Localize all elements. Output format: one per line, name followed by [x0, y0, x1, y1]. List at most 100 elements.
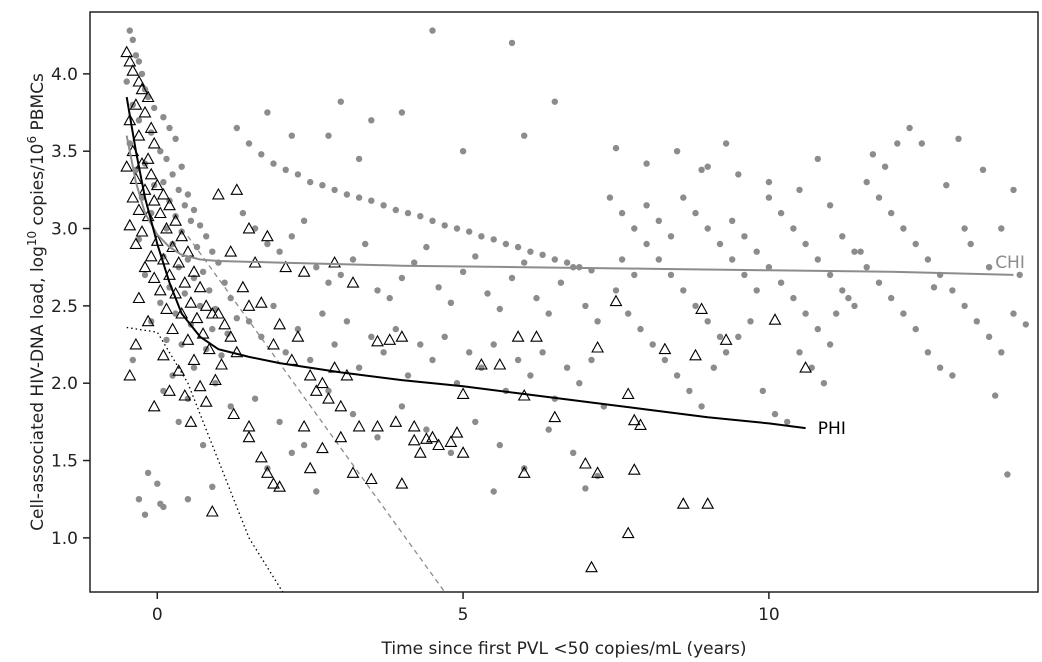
- chi-point: [233, 124, 240, 132]
- chi-point: [680, 194, 687, 201]
- phi-point: [621, 387, 635, 399]
- chi-point: [1022, 321, 1029, 328]
- chi-point: [716, 240, 724, 248]
- chi-point: [349, 256, 357, 263]
- chi-point: [429, 356, 436, 364]
- y-axis-title-sup-2: 6: [25, 136, 39, 144]
- phi-point: [224, 245, 238, 257]
- chi-point: [930, 284, 938, 291]
- phi-point: [141, 152, 155, 164]
- phi-point: [242, 221, 256, 234]
- chi-point: [459, 148, 467, 155]
- chi-point: [741, 271, 748, 279]
- chi-point: [206, 287, 213, 294]
- chi-point: [193, 243, 201, 251]
- chi-point: [175, 186, 182, 194]
- chi-point: [276, 418, 283, 426]
- phi-point: [150, 178, 164, 191]
- phi-point: [129, 98, 143, 110]
- chi-point: [631, 225, 638, 232]
- phi-point: [322, 392, 335, 404]
- phi-point: [129, 237, 143, 249]
- chi-point: [1016, 271, 1023, 279]
- x-tick-label: 10: [758, 605, 780, 625]
- chi-point: [282, 349, 289, 356]
- chi-point: [386, 294, 393, 302]
- chi-point: [753, 287, 760, 294]
- phi-point: [175, 306, 189, 319]
- chi-point: [245, 318, 253, 325]
- chi-point: [655, 256, 662, 263]
- chi-point: [398, 274, 406, 282]
- phi-point: [273, 317, 287, 330]
- chi-point: [545, 310, 552, 317]
- chi-point: [661, 356, 669, 364]
- phi-point: [242, 419, 256, 432]
- phi-point: [242, 299, 256, 311]
- phi-point: [153, 283, 167, 296]
- phi-point: [273, 480, 287, 492]
- phi-point: [309, 384, 323, 396]
- phi-point: [260, 229, 274, 242]
- chi-fit-curve: [125, 135, 1014, 276]
- chi-point: [680, 287, 687, 294]
- chi-point: [998, 349, 1005, 356]
- chi-point: [184, 256, 192, 263]
- chi-point: [251, 395, 259, 402]
- chi-point: [667, 271, 675, 279]
- chi-point: [612, 287, 620, 294]
- chi-point: [411, 259, 418, 266]
- chi-point: [1010, 186, 1017, 194]
- phi-fit-curve: [125, 96, 806, 430]
- chi-point: [126, 27, 133, 34]
- phi-point: [444, 435, 458, 447]
- chi-point: [270, 160, 277, 167]
- chi-point: [343, 191, 351, 198]
- phi-reference-line: [126, 326, 284, 593]
- chi-point: [521, 259, 528, 266]
- phi-point: [147, 271, 161, 283]
- chi-point: [132, 52, 140, 59]
- chi-point: [673, 148, 681, 155]
- phi-point: [160, 302, 173, 314]
- phi-point: [346, 276, 360, 288]
- chi-point: [178, 163, 185, 170]
- phi-point: [267, 477, 280, 489]
- chi-point: [490, 341, 497, 348]
- chi-point: [239, 209, 247, 217]
- chi-point: [924, 349, 932, 356]
- chi-point: [1004, 471, 1011, 478]
- chi-point: [802, 310, 809, 317]
- phi-point: [695, 302, 709, 314]
- chi-point: [814, 325, 821, 333]
- chi-point: [582, 485, 589, 492]
- chi-point: [985, 264, 993, 271]
- chi-point: [704, 225, 711, 232]
- chi-point: [166, 124, 173, 132]
- y-tick-label: 3.5: [51, 142, 78, 162]
- chi-point: [245, 140, 253, 147]
- chi-point: [875, 279, 883, 286]
- chi-points: [123, 27, 1029, 518]
- x-axis: 0 5 10: [152, 592, 780, 625]
- y-axis-title-sup-1: 10: [25, 231, 39, 246]
- y-axis-title-part-1: Cell-associated HIV-DNA load, log: [28, 246, 48, 531]
- chi-point: [199, 268, 207, 275]
- phi-point: [585, 560, 598, 573]
- phi-point: [267, 337, 280, 350]
- phi-point: [132, 203, 146, 215]
- chi-point: [606, 194, 614, 201]
- chi-point: [307, 178, 314, 186]
- y-axis-title-part-3: PBMCs: [28, 73, 48, 136]
- phi-point: [187, 265, 201, 277]
- chi-point: [514, 243, 522, 251]
- phi-point: [334, 430, 348, 443]
- chi-point: [753, 248, 760, 255]
- phi-point: [169, 214, 183, 226]
- chi-point: [722, 140, 730, 147]
- chi-point: [888, 209, 895, 217]
- chi-point: [826, 341, 834, 348]
- phi-point: [147, 194, 161, 206]
- chi-point: [343, 318, 351, 325]
- chi-point: [826, 202, 834, 209]
